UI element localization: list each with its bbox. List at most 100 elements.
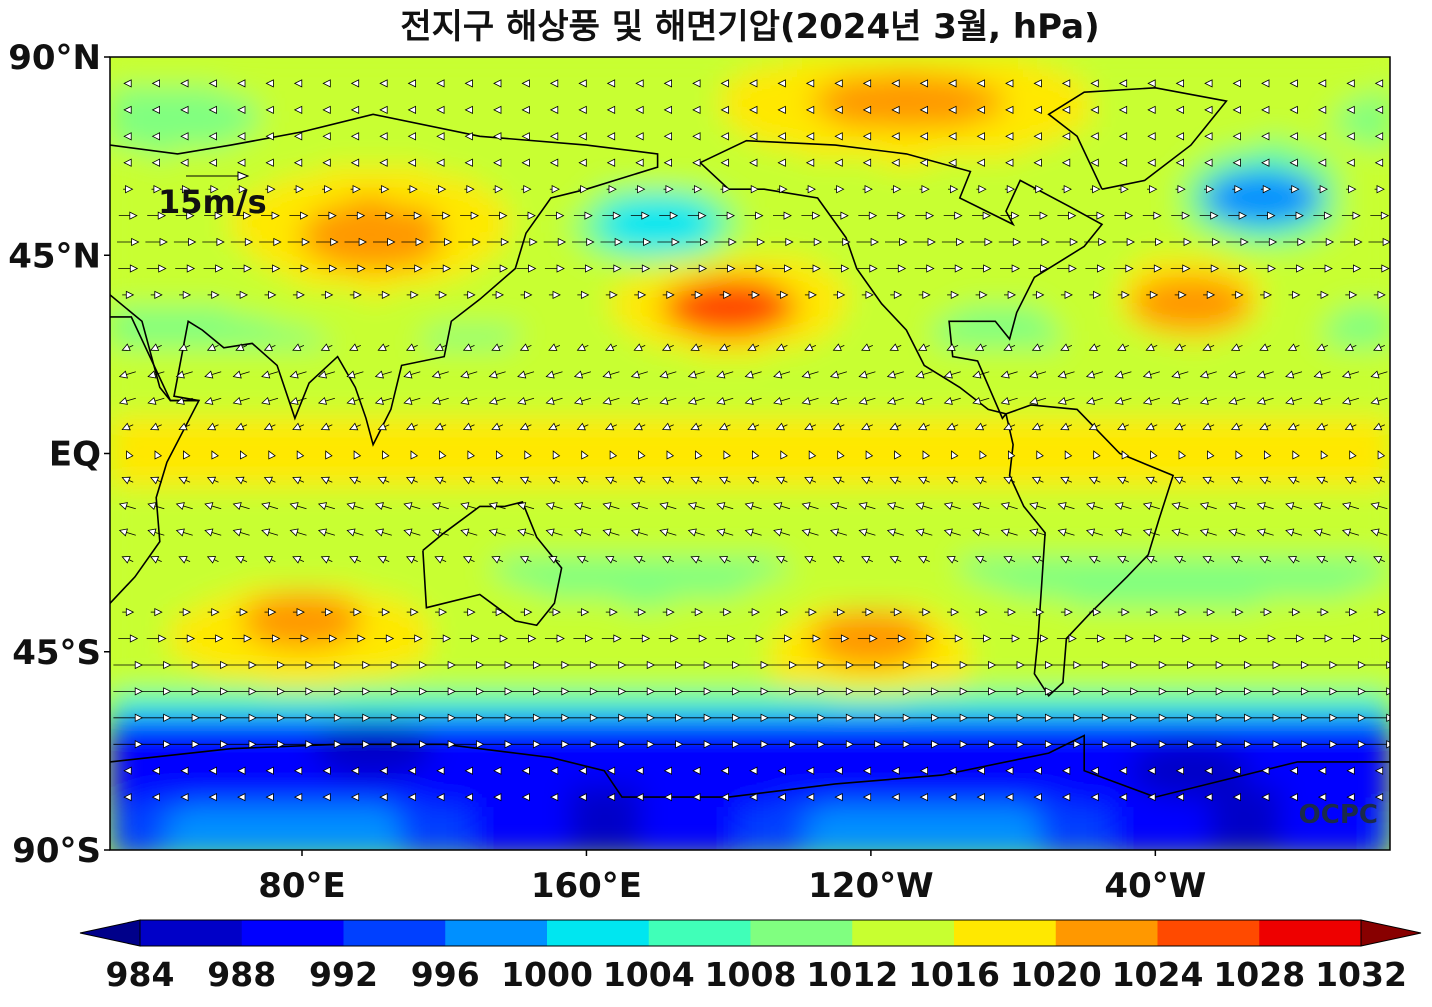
wind-vector-1160 [1118,792,1128,802]
wind-vector-824 [520,607,533,617]
wind-vector-850 [1260,607,1272,617]
wind-vector-543 [206,422,219,431]
wind-vector-25 [834,79,843,88]
wind-vector-744 [801,528,819,537]
wind-vector-893 [1199,634,1220,643]
wind-vector-4 [237,79,246,88]
wind-vector-678 [204,502,222,511]
wind-vector-253 [915,211,935,220]
wind-vector-599 [524,450,532,460]
wind-vector-555 [548,422,561,431]
wind-vector-281 [429,237,453,247]
wind-vector-137 [180,158,189,167]
wind-vector-515 [687,396,705,405]
wind-vector-78 [1061,105,1071,115]
wind-vector-394 [1089,290,1102,300]
wind-vector-259 [1085,211,1105,220]
wind-vector-579 [1230,422,1243,431]
wind-vector-1017 [881,713,912,722]
wind-vector-1070 [1108,740,1139,749]
wind-vector-564 [804,422,817,431]
wind-vector-605 [695,450,703,460]
wind-vector-950 [255,687,286,696]
wind-vector-339 [800,264,821,273]
wind-vector-29 [948,79,957,88]
wind-vector-588 [211,450,219,460]
wind-vector-750 [972,528,990,537]
wind-vector-131 [1289,132,1298,141]
wind-vector-1012 [739,713,769,722]
wind-vector-977 [1023,687,1054,696]
wind-vector-944 [1364,660,1390,670]
wind-vector-179 [1374,158,1384,167]
wind-vector-69 [805,105,815,115]
wind-vector-433 [917,343,930,351]
wind-vector-584 [1373,422,1385,431]
wind-vector-301 [998,237,1022,247]
pressure-center-1 [668,280,789,337]
wind-vector-1094 [521,766,530,775]
wind-vector-609 [808,450,817,460]
wind-vector-128 [1204,132,1213,141]
wind-vector-637 [320,476,333,485]
wind-vector-367 [321,290,334,300]
wind-vector-36 [1147,79,1156,88]
wind-vector-123 [1061,132,1071,141]
wind-vector-326 [431,264,452,273]
wind-vector-166 [1005,158,1014,167]
wind-vector-705 [972,502,990,511]
wind-vector-712 [1171,502,1189,511]
wind-vector-598 [495,450,504,460]
wind-vector-667 [1173,476,1186,485]
wind-vector-530 [1114,396,1132,405]
wind-vector-313 [1340,237,1363,247]
wind-vector-2 [180,79,189,88]
wind-vector-848 [1203,607,1216,617]
wind-vector-839 [947,607,960,617]
wind-vector-58 [493,105,502,115]
wind-vector-309 [1226,237,1249,247]
wind-vector-1149 [805,792,815,802]
wind-vector-1072 [1165,740,1196,749]
wind-vector-552 [462,422,475,431]
wind-vector-250 [829,211,849,220]
wind-vector-1003 [483,713,513,722]
wind-vector-1093 [493,766,502,775]
wind-vector-493 [1341,370,1360,379]
wind-vector-777 [462,556,475,564]
wind-vector-242 [602,211,622,220]
wind-vector-1043 [340,740,371,749]
wind-vector-863 [345,634,366,643]
wind-vector-905 [255,660,286,670]
wind-vector-478 [915,370,933,379]
y-tick-label-0: 90°N [8,38,101,78]
wind-vector-491 [1285,370,1303,379]
wind-vector-738 [630,528,648,537]
wind-vector-845 [1117,607,1130,617]
wind-vector-284 [515,237,538,247]
colorbar-label-1: 988 [207,955,276,994]
wind-vector-608 [780,450,788,460]
wind-vector-702 [886,502,904,511]
wind-vector-1138 [493,792,502,802]
wind-vector-496 [147,396,165,405]
wind-vector-466 [573,370,592,379]
wind-vector-165 [976,158,985,167]
wind-vector-524 [943,396,961,405]
wind-vector-235 [403,211,423,220]
wind-vector-696 [716,502,734,511]
wind-vector-119 [948,132,957,141]
wind-vector-809 [1373,556,1385,564]
wind-vector-459 [374,370,392,379]
wind-vector-719 [1370,502,1388,511]
wind-vector-1028 [1194,713,1224,722]
wind-vector-349 [1085,264,1106,273]
wind-vector-734 [517,528,535,537]
wind-vector-467 [602,370,620,379]
wind-vector-240 [545,211,565,220]
wind-vector-927 [881,660,912,670]
wind-vector-258 [1057,211,1077,220]
wind-vector-1100 [692,766,701,775]
wind-vector-907 [312,660,343,670]
wind-vector-402 [1316,290,1329,300]
